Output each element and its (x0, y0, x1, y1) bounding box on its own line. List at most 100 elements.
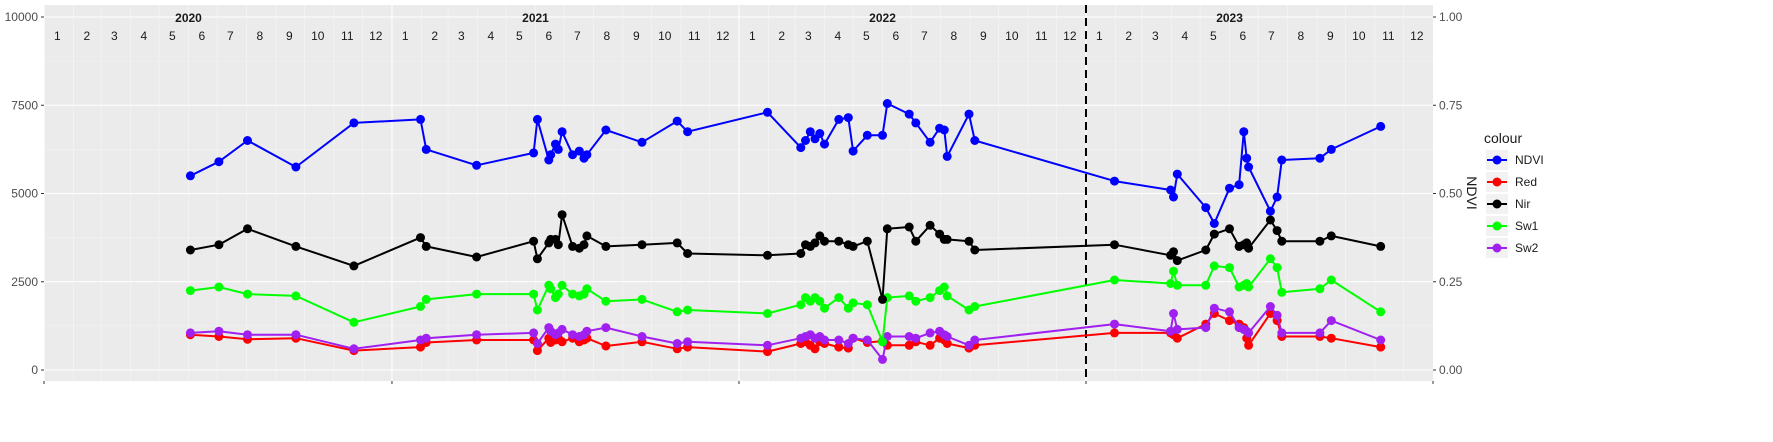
data-point-ndvi (582, 150, 592, 160)
data-point-nir (532, 254, 542, 264)
data-point-nir (1277, 236, 1287, 246)
data-point-sw1 (672, 307, 682, 317)
data-point-ndvi (1209, 219, 1219, 228)
y-tick-label-right: 0.25 (1439, 275, 1463, 289)
data-point-sw1 (1169, 266, 1178, 276)
month-label: 8 (256, 29, 263, 43)
data-point-ndvi (243, 136, 252, 145)
y-tick-label-left: 2500 (11, 275, 38, 289)
data-point-ndvi (214, 157, 224, 167)
data-point-red (942, 339, 952, 348)
data-point-sw2 (637, 332, 647, 341)
month-label: 2 (83, 29, 90, 43)
data-point-ndvi (683, 127, 693, 137)
y-tick-label-left: 7500 (11, 98, 38, 112)
data-point-sw2 (911, 333, 921, 343)
month-label: 7 (227, 29, 234, 43)
data-point-nir (291, 241, 301, 251)
data-point-sw2 (1225, 307, 1234, 317)
month-label: 10 (1005, 29, 1019, 43)
data-point-nir (1110, 240, 1119, 250)
data-point-sw1 (1110, 275, 1119, 285)
data-point-sw1 (683, 305, 693, 315)
data-point-sw1 (970, 302, 980, 311)
data-point-ndvi (532, 114, 542, 124)
data-point-sw1 (1315, 284, 1325, 294)
data-point-sw2 (763, 340, 772, 350)
data-point-sw1 (637, 294, 647, 304)
month-label: 10 (658, 29, 672, 43)
legend-item-sw1: Sw1 (1486, 216, 1539, 236)
data-point-sw2 (1110, 319, 1119, 329)
data-point-sw1 (553, 289, 563, 299)
data-point-sw1 (349, 317, 359, 327)
legend: colour NDVI Red Nir Sw1 Sw2 (1484, 130, 1544, 258)
data-point-ndvi (1166, 185, 1176, 195)
month-label: 6 (545, 29, 552, 43)
data-point-sw2 (834, 335, 844, 345)
data-point-nir (672, 238, 682, 248)
data-point-red (1172, 333, 1182, 343)
data-point-red (557, 337, 567, 347)
data-point-nir (848, 241, 858, 251)
y-axis-right-title: NDVI (1464, 176, 1480, 209)
data-point-sw1 (1265, 254, 1275, 264)
data-point-sw1 (1172, 280, 1182, 290)
data-point-sw1 (911, 296, 921, 306)
y-tick-label-left: 0 (31, 363, 38, 377)
data-point-sw1 (582, 284, 592, 294)
data-point-sw1 (904, 291, 914, 301)
month-label: 11 (1035, 29, 1048, 43)
legend-key-point-sw2 (1492, 243, 1502, 253)
y-tick-label-right: 0.75 (1439, 98, 1463, 112)
data-point-red (532, 346, 542, 356)
data-point-sw2 (1244, 328, 1254, 338)
month-label: 11 (341, 29, 354, 43)
data-point-nir (553, 240, 563, 250)
data-point-ndvi (529, 148, 539, 158)
data-point-ndvi (472, 160, 482, 170)
data-point-sw1 (1326, 275, 1336, 285)
data-point-nir (582, 231, 592, 241)
legend-item-nir: Nir (1486, 194, 1530, 214)
data-point-sw2 (529, 328, 539, 338)
data-point-nir (1265, 215, 1275, 225)
legend-items: NDVI Red Nir Sw1 Sw2 (1486, 150, 1544, 258)
data-point-ndvi (1265, 206, 1275, 216)
data-point-ndvi (557, 127, 567, 137)
data-point-ndvi (904, 109, 914, 119)
month-label: 12 (369, 29, 383, 43)
data-point-nir (1209, 229, 1219, 239)
month-label: 6 (1240, 29, 1247, 43)
data-point-sw2 (820, 335, 829, 345)
month-label: 7 (921, 29, 928, 43)
data-point-sw1 (1244, 282, 1254, 292)
data-point-sw2 (878, 354, 887, 364)
data-point-ndvi (637, 137, 647, 147)
series-layer (185, 99, 1386, 364)
series-nir (185, 210, 1386, 304)
data-point-red (763, 347, 772, 357)
data-point-ndvi (815, 129, 825, 138)
data-point-ndvi (878, 130, 887, 140)
year-label-2022: 2022 (869, 11, 896, 25)
data-point-sw1 (1225, 263, 1234, 273)
data-point-red (1225, 316, 1234, 326)
month-label: 10 (311, 29, 325, 43)
data-point-ndvi (185, 171, 195, 181)
year-label-2020: 2020 (175, 11, 202, 25)
month-label: 12 (1410, 29, 1424, 43)
data-point-sw1 (763, 309, 772, 318)
y-tick-label-right: 0.50 (1439, 187, 1463, 201)
data-point-nir (1376, 241, 1386, 251)
data-point-ndvi (911, 118, 921, 128)
month-label: 11 (688, 29, 701, 43)
data-point-nir (878, 294, 887, 304)
month-label: 2 (778, 29, 785, 43)
data-point-nir (1244, 243, 1254, 253)
data-point-nir (904, 222, 914, 232)
data-point-nir (1315, 236, 1325, 246)
data-point-nir (1169, 247, 1178, 257)
month-label: 6 (198, 29, 205, 43)
